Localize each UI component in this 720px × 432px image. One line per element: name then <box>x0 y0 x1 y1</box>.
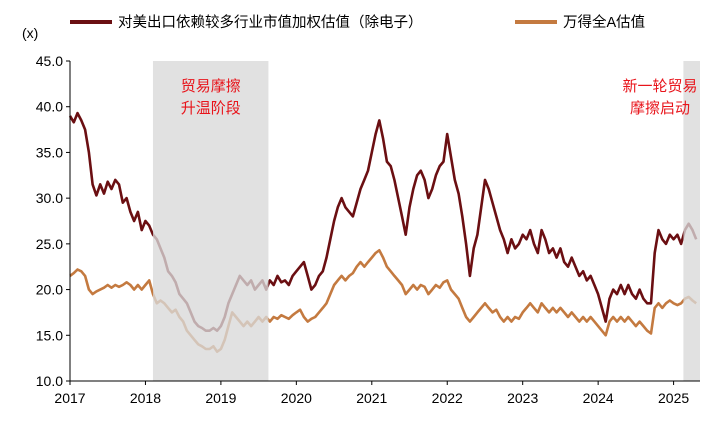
x-tick-label: 2018 <box>130 390 161 406</box>
y-tick-label: 35.0 <box>36 144 63 160</box>
shaded-period-1-label: 贸易摩擦 <box>181 77 241 95</box>
shaded-periods-layer <box>152 61 700 381</box>
legend-label-1: 对美出口依赖较多行业市值加权估值（除电子） <box>118 13 423 31</box>
x-tick-label: 2024 <box>583 390 614 406</box>
x-tick-label: 2025 <box>658 390 689 406</box>
y-tick-label: 10.0 <box>36 373 63 389</box>
x-tick-label: 2017 <box>54 390 85 406</box>
y-tick-label: 25.0 <box>36 236 63 252</box>
y-tick-label: 15.0 <box>36 327 63 343</box>
shaded-period-1-label: 升温阶段 <box>181 100 241 117</box>
x-tick-label: 2020 <box>281 390 312 406</box>
x-tick-label: 2019 <box>205 390 236 406</box>
y-tick-label: 40.0 <box>36 99 63 115</box>
shaded-period-2 <box>683 61 700 381</box>
x-tick-label: 2023 <box>507 390 538 406</box>
legend: 对美出口依赖较多行业市值加权估值（除电子） 万得全A估值 <box>70 13 645 31</box>
unit-label: (x) <box>22 25 38 41</box>
shaded-period-1 <box>152 61 269 381</box>
x-tick-label: 2021 <box>356 390 387 406</box>
shaded-period-2-label: 摩擦启动 <box>630 99 690 117</box>
y-tick-label: 30.0 <box>36 190 63 206</box>
axis-layer: 10.0 15.0 20.0 25.0 30.0 35.0 40.0 45.0 2017 2018… <box>22 25 700 406</box>
y-tick-label: 20.0 <box>36 282 63 298</box>
legend-label-2: 万得全A估值 <box>563 13 645 31</box>
y-tick-label: 45.0 <box>36 53 63 69</box>
x-tick-label: 2022 <box>432 390 463 406</box>
shaded-period-2-label: 新一轮贸易 <box>622 78 697 95</box>
